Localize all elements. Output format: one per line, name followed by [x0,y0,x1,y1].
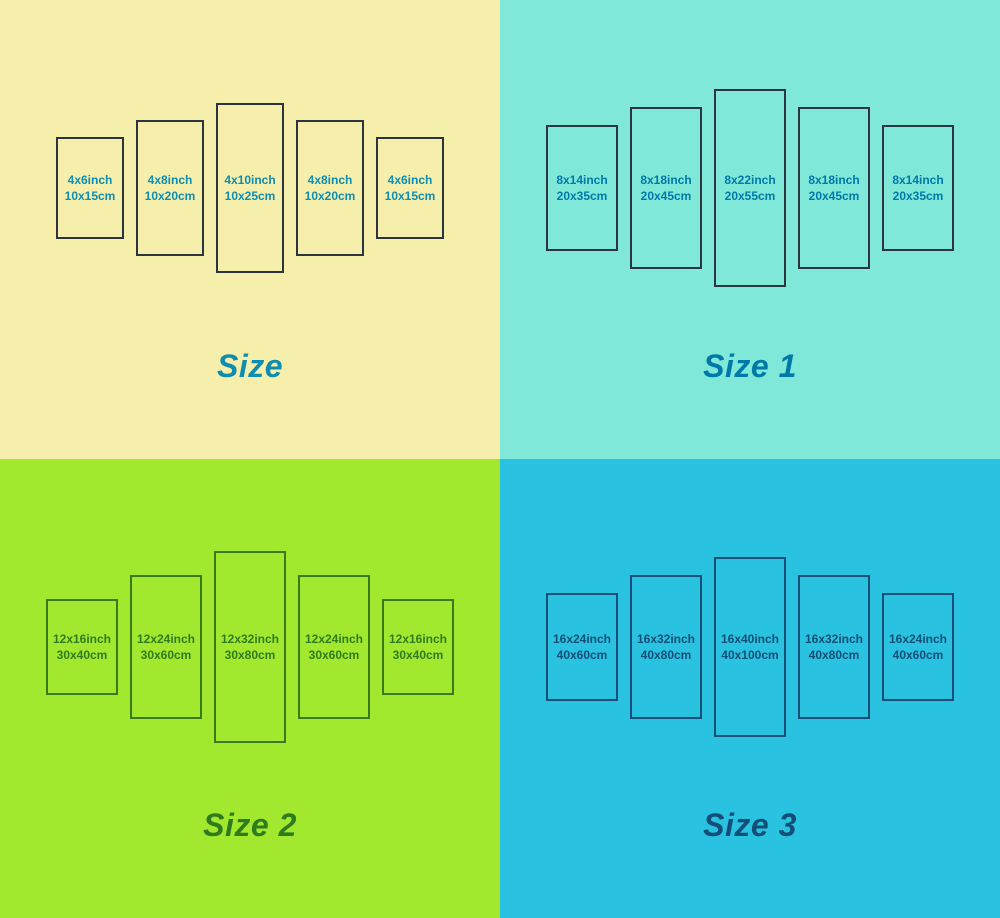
panel-inch: 12x24inch [137,631,195,647]
panel: 8x14inch 20x35cm [546,125,618,251]
panels-row: 12x16inch 30x40cm 12x24inch 30x60cm 12x3… [46,507,454,787]
panel-inch: 4x8inch [308,172,353,188]
panel: 8x18inch 20x45cm [630,107,702,269]
panel: 12x24inch 30x60cm [298,575,370,719]
panel-cm: 40x80cm [641,647,692,663]
quadrant-size-2: 12x16inch 30x40cm 12x24inch 30x60cm 12x3… [0,459,500,918]
panel-inch: 12x32inch [221,631,279,647]
panel: 16x32inch 40x80cm [798,575,870,719]
panel-cm: 10x20cm [145,188,196,204]
panel-cm: 40x80cm [809,647,860,663]
panel: 16x32inch 40x80cm [630,575,702,719]
size-label: Size 3 [703,807,797,844]
panel-inch: 8x22inch [724,172,775,188]
panel-cm: 20x45cm [641,188,692,204]
panel-cm: 30x80cm [225,647,276,663]
panel-inch: 8x14inch [556,172,607,188]
panel: 12x16inch 30x40cm [46,599,118,695]
panel-cm: 20x35cm [893,188,944,204]
panel-cm: 10x25cm [225,188,276,204]
panel-inch: 16x24inch [553,631,611,647]
size-label: Size 1 [703,348,797,385]
panel-inch: 4x8inch [148,172,193,188]
quadrant-size-3: 16x24inch 40x60cm 16x32inch 40x80cm 16x4… [500,459,1000,918]
panel-inch: 8x18inch [808,172,859,188]
panel-inch: 16x40inch [721,631,779,647]
panel-inch: 16x32inch [805,631,863,647]
panel-cm: 30x60cm [309,647,360,663]
panel-cm: 30x40cm [393,647,444,663]
panel-cm: 20x45cm [809,188,860,204]
quadrant-size-1: 8x14inch 20x35cm 8x18inch 20x45cm 8x22in… [500,0,1000,459]
panel-cm: 20x55cm [725,188,776,204]
panel-cm: 40x60cm [557,647,608,663]
panel: 12x16inch 30x40cm [382,599,454,695]
panel: 12x32inch 30x80cm [214,551,286,743]
panel: 16x24inch 40x60cm [546,593,618,701]
panel-inch: 4x6inch [68,172,113,188]
panel: 12x24inch 30x60cm [130,575,202,719]
panel-cm: 10x15cm [65,188,116,204]
panel-inch: 8x18inch [640,172,691,188]
panel-cm: 40x100cm [721,647,778,663]
panel: 16x40inch 40x100cm [714,557,786,737]
panel-inch: 12x16inch [389,631,447,647]
panel: 4x6inch 10x15cm [376,137,444,239]
panel: 4x10inch 10x25cm [216,103,284,273]
panel: 8x14inch 20x35cm [882,125,954,251]
size-label: Size 2 [203,807,297,844]
size-label: Size [217,348,283,385]
panel-cm: 20x35cm [557,188,608,204]
panel-inch: 12x16inch [53,631,111,647]
panel-cm: 10x15cm [385,188,436,204]
panel: 4x8inch 10x20cm [296,120,364,256]
panel-inch: 4x10inch [224,172,275,188]
panel-inch: 12x24inch [305,631,363,647]
panel-inch: 4x6inch [388,172,433,188]
panel: 4x8inch 10x20cm [136,120,204,256]
panel-cm: 30x60cm [141,647,192,663]
panels-row: 4x6inch 10x15cm 4x8inch 10x20cm 4x10inch… [56,48,444,328]
panel-inch: 16x32inch [637,631,695,647]
panel-cm: 30x40cm [57,647,108,663]
panel: 8x22inch 20x55cm [714,89,786,287]
panel: 4x6inch 10x15cm [56,137,124,239]
panels-row: 16x24inch 40x60cm 16x32inch 40x80cm 16x4… [546,507,954,787]
panel-inch: 16x24inch [889,631,947,647]
panels-row: 8x14inch 20x35cm 8x18inch 20x45cm 8x22in… [546,48,954,328]
quadrant-size: 4x6inch 10x15cm 4x8inch 10x20cm 4x10inch… [0,0,500,459]
panel-cm: 10x20cm [305,188,356,204]
panel: 16x24inch 40x60cm [882,593,954,701]
panel-inch: 8x14inch [892,172,943,188]
panel: 8x18inch 20x45cm [798,107,870,269]
panel-cm: 40x60cm [893,647,944,663]
